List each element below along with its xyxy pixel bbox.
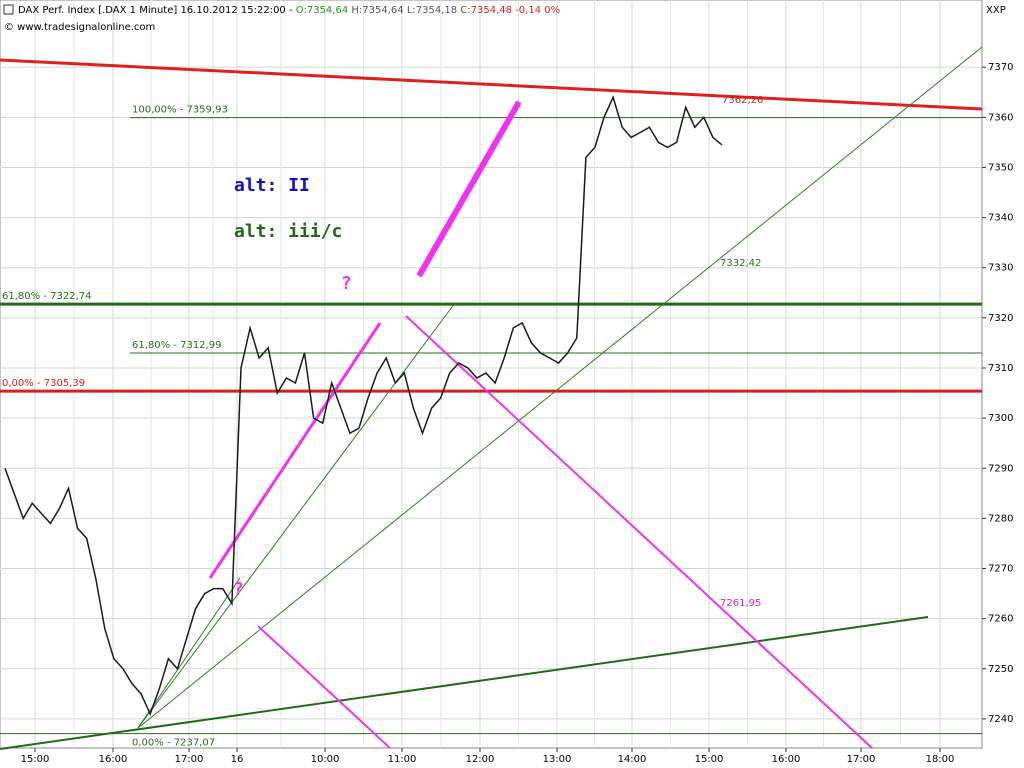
- fib-label: 100,00% - 7359,93: [132, 105, 228, 116]
- price-line: [4, 95, 723, 716]
- wave-line: [208, 322, 382, 579]
- fib-label: 0,00% - 7237,07: [132, 738, 215, 749]
- trend-line: [137, 46, 983, 729]
- y-tick-label: 7330: [988, 263, 1013, 274]
- y-tick-label: 7360: [988, 112, 1013, 123]
- y-tick-label: 7300: [988, 413, 1013, 424]
- grid: [0, 0, 982, 748]
- line-label: 7332,42: [720, 258, 761, 269]
- y-tick-label: 7260: [988, 614, 1013, 625]
- change: -0,14 0%: [515, 5, 560, 16]
- x-tick-label: 16:00: [99, 754, 128, 765]
- y-tick-label: 7310: [988, 363, 1013, 374]
- x-axis: 15:00 16:00 17:00 16 10:00 11:00 12:00 13:00 14:…: [21, 748, 955, 765]
- trend-line: [137, 302, 456, 729]
- y-tick-label: 7270: [988, 564, 1013, 575]
- y-axis: 7240 7250 7260 7270 7280 7290 7300 7310 7320 7330…: [982, 62, 1013, 725]
- line-label: 7261,95: [720, 598, 761, 609]
- x-tick-label: 18:00: [926, 754, 955, 765]
- y-tick-label: 7250: [988, 664, 1013, 675]
- plot-area: [0, 0, 983, 749]
- icon: [3, 4, 14, 15]
- annotation: ?: [233, 579, 244, 600]
- fib-label: 61,80% - 7322,74: [2, 291, 91, 302]
- x-tick-label: 16:00: [772, 754, 801, 765]
- y-tick-label: 7340: [988, 213, 1013, 224]
- x-tick-label: 12:00: [466, 754, 495, 765]
- fib-label: 0,00% - 7305,39: [2, 378, 85, 389]
- high: H:7354,64: [351, 5, 403, 16]
- y-tick-label: 7370: [988, 62, 1013, 73]
- corner-label: XXP: [986, 5, 1006, 16]
- channel-line: [257, 625, 391, 749]
- source: © www.tradesignalonline.com: [4, 22, 155, 33]
- y-tick-label: 7240: [988, 714, 1013, 725]
- price: [4, 95, 723, 716]
- x-tick-label: 13:00: [543, 754, 572, 765]
- x-tick-label: 17:00: [175, 754, 204, 765]
- y-tick-label: 7290: [988, 463, 1013, 474]
- annotation: alt: II: [234, 175, 310, 196]
- wave-line: [416, 100, 522, 278]
- y-tick-label: 7350: [988, 162, 1013, 173]
- x-tick-label: 11:00: [388, 754, 417, 765]
- low: L:7354,18: [407, 5, 457, 16]
- close: C:7354,48: [460, 5, 512, 16]
- x-tick-label: 15:00: [695, 754, 724, 765]
- line-label: 7362,26: [722, 95, 763, 106]
- x-tick-label: 14:00: [618, 754, 647, 765]
- header-text: DAX Perf. Index [.DAX 1 Minute] 16.10.20…: [18, 5, 560, 16]
- x-tick-label: 15:00: [21, 754, 50, 765]
- resistance-line: [0, 58, 983, 111]
- x-tick-label: 10:00: [311, 754, 340, 765]
- levels: 100,00% - 7359,93 61,80% - 7322,74 61,80% …: [0, 105, 982, 749]
- trend-line: [137, 577, 241, 729]
- x-tick-label: 16: [231, 754, 244, 765]
- y-tick-label: 7280: [988, 513, 1013, 524]
- x-tick-label: 17:00: [847, 754, 876, 765]
- fib-label: 61,80% - 7312,99: [132, 340, 221, 351]
- channel-line: [405, 315, 873, 749]
- support-line: [0, 616, 929, 750]
- trendlines: [0, 46, 983, 750]
- y-tick-label: 7320: [988, 313, 1013, 324]
- annotation: ?: [341, 273, 352, 294]
- instrument: DAX Perf. Index [.DAX 1 Minute] 16.10.20…: [18, 5, 293, 16]
- open: O:7354,64: [296, 5, 348, 16]
- annotation: alt: iii/c: [234, 221, 342, 242]
